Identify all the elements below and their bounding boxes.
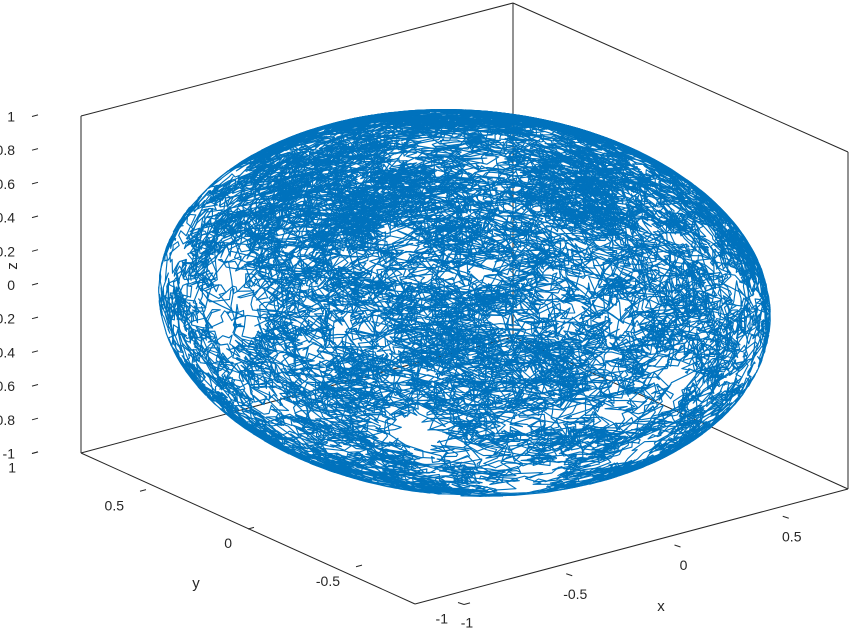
y-axis-title: y bbox=[192, 575, 200, 592]
tick-marks bbox=[31, 114, 789, 605]
z-tick-label: 0.2 bbox=[0, 243, 15, 259]
x-tick-mark bbox=[674, 544, 681, 548]
axis-labels: x y z -1-0.8-0.6-0.4-0.200.20.40.60.81-1… bbox=[0, 109, 802, 631]
walk-segment bbox=[421, 133, 769, 438]
x-tick-mark bbox=[566, 573, 573, 577]
z-tick-label: 0.6 bbox=[0, 176, 15, 192]
z-tick-label: 0 bbox=[7, 277, 15, 293]
z-tick-mark bbox=[31, 249, 39, 252]
walk-segment bbox=[254, 109, 769, 351]
z-tick-label: -0.4 bbox=[0, 344, 15, 360]
z-tick-mark bbox=[31, 417, 39, 421]
y-tick-label: 0.5 bbox=[105, 497, 125, 513]
walk-segment bbox=[180, 148, 580, 406]
z-tick-label: 0.4 bbox=[0, 210, 15, 226]
z-tick-mark bbox=[31, 384, 39, 387]
y-tick-label: -0.5 bbox=[316, 573, 340, 589]
x-tick-label: 0.5 bbox=[782, 528, 802, 544]
x-tick-label: -1 bbox=[461, 615, 474, 631]
z-tick-label: -0.2 bbox=[0, 311, 15, 327]
z-tick-label: 0.8 bbox=[0, 142, 15, 158]
y-tick-label: 0 bbox=[224, 535, 232, 551]
z-tick-mark bbox=[31, 181, 39, 185]
z-axis-title: z bbox=[4, 262, 21, 270]
y-tick-label: 1 bbox=[8, 460, 16, 476]
x-tick-mark bbox=[782, 515, 789, 519]
x-tick-mark bbox=[457, 602, 465, 605]
back-top-edge-y bbox=[512, 2, 849, 153]
y-tick-mark bbox=[247, 526, 255, 530]
y-tick-mark bbox=[31, 451, 39, 454]
z-tick-mark bbox=[31, 316, 39, 320]
x-axis-title: x bbox=[657, 598, 665, 615]
walk-segment bbox=[158, 207, 430, 480]
z-tick-mark bbox=[31, 215, 39, 219]
random-walk-trace bbox=[158, 109, 771, 497]
y-tick-label: -1 bbox=[436, 611, 449, 627]
z-tick-mark bbox=[31, 350, 39, 353]
z-tick-label: -1 bbox=[3, 446, 16, 462]
z-tick-mark bbox=[31, 114, 39, 117]
walk-segment bbox=[158, 129, 573, 457]
y-tick-mark bbox=[355, 564, 363, 568]
z-tick-label: -0.6 bbox=[0, 378, 15, 394]
walk-segment bbox=[242, 175, 695, 475]
back-top-edge-x bbox=[80, 2, 514, 117]
x-tick-label: -0.5 bbox=[563, 586, 587, 602]
y-tick-mark bbox=[139, 489, 147, 492]
z-tick-mark bbox=[31, 282, 39, 286]
y-tick-mark bbox=[463, 602, 471, 605]
x-axis-line bbox=[414, 488, 849, 605]
z-tick-mark bbox=[31, 148, 39, 151]
x-tick-label: 0 bbox=[680, 557, 688, 573]
z-tick-label: 1 bbox=[7, 109, 15, 125]
z-tick-label: -0.8 bbox=[0, 412, 15, 428]
walk-segment bbox=[516, 139, 594, 165]
